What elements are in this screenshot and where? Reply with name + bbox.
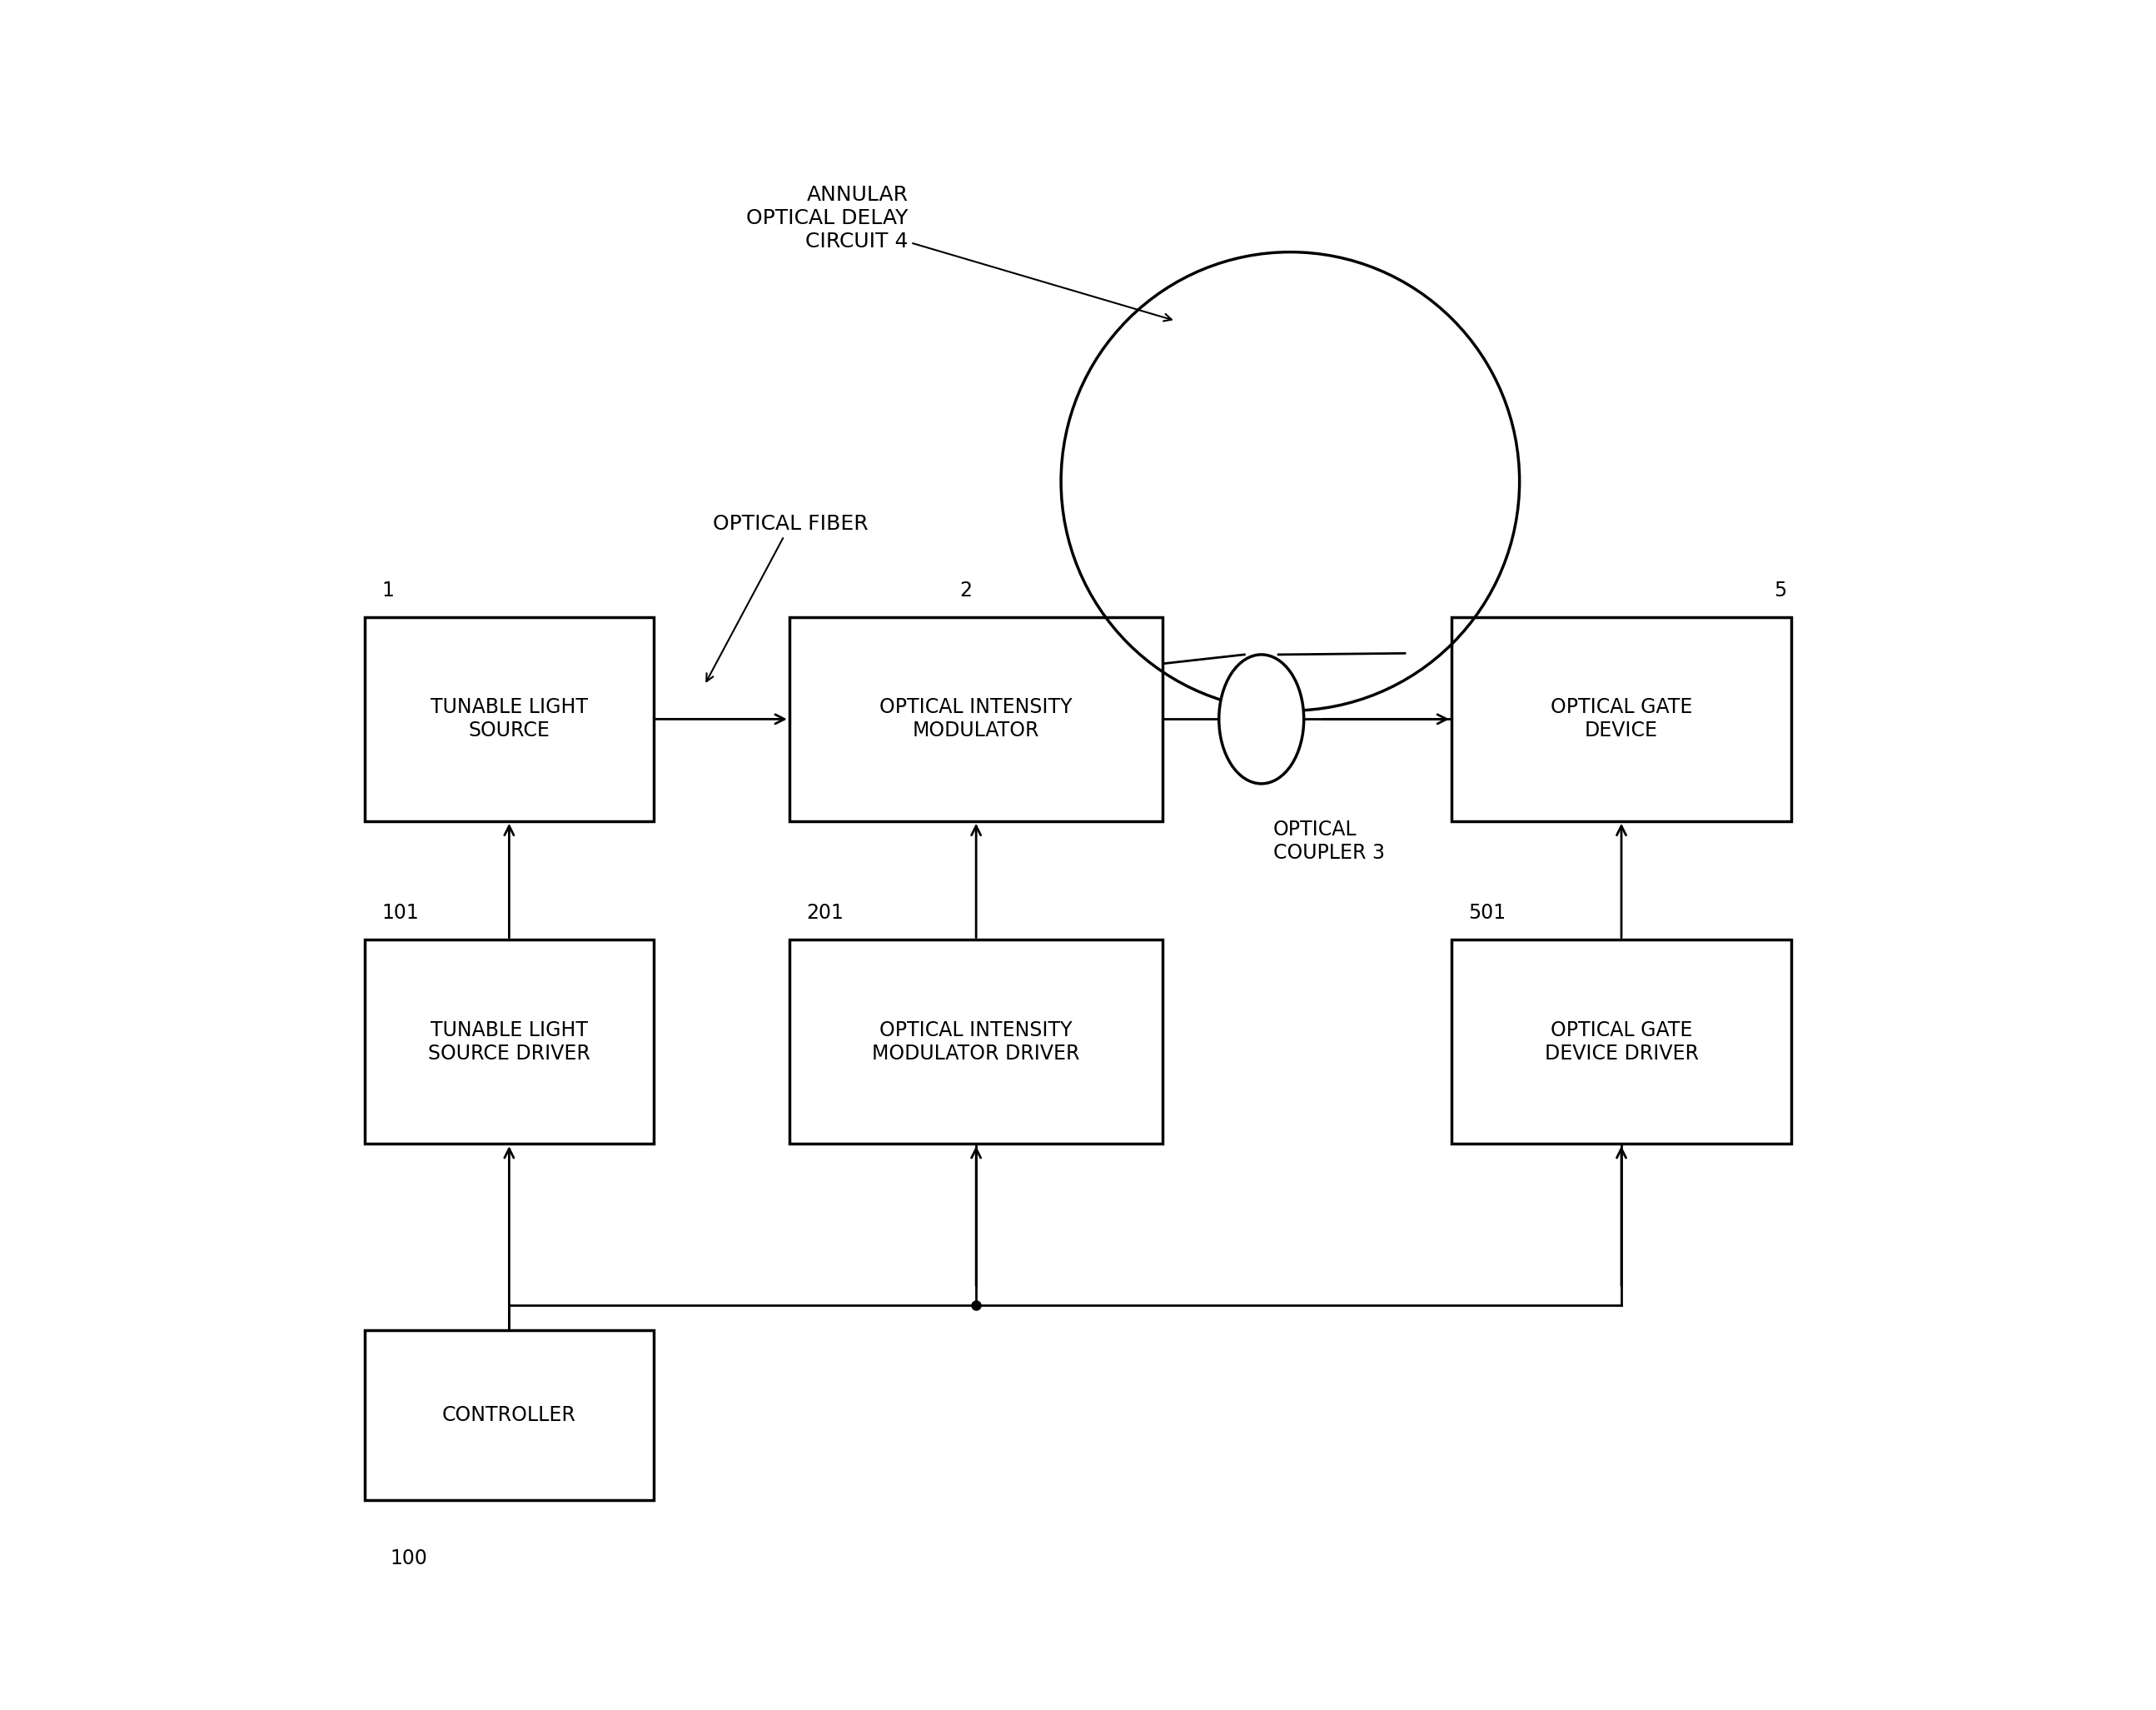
FancyBboxPatch shape bbox=[1451, 617, 1792, 821]
Text: OPTICAL GATE
DEVICE DRIVER: OPTICAL GATE DEVICE DRIVER bbox=[1544, 1021, 1699, 1064]
FancyBboxPatch shape bbox=[364, 617, 653, 821]
FancyBboxPatch shape bbox=[364, 941, 653, 1144]
Text: OPTICAL INTENSITY
MODULATOR: OPTICAL INTENSITY MODULATOR bbox=[880, 698, 1072, 740]
Text: CONTROLLER: CONTROLLER bbox=[442, 1406, 576, 1426]
Text: OPTICAL
COUPLER 3: OPTICAL COUPLER 3 bbox=[1274, 819, 1384, 864]
Text: TUNABLE LIGHT
SOURCE DRIVER: TUNABLE LIGHT SOURCE DRIVER bbox=[429, 1021, 591, 1064]
FancyBboxPatch shape bbox=[1451, 941, 1792, 1144]
FancyBboxPatch shape bbox=[364, 1330, 653, 1500]
Ellipse shape bbox=[1218, 655, 1304, 783]
FancyBboxPatch shape bbox=[789, 941, 1162, 1144]
Text: ANNULAR
OPTICAL DELAY
CIRCUIT 4: ANNULAR OPTICAL DELAY CIRCUIT 4 bbox=[746, 185, 1171, 321]
Text: TUNABLE LIGHT
SOURCE: TUNABLE LIGHT SOURCE bbox=[431, 698, 589, 740]
Text: OPTICAL FIBER: OPTICAL FIBER bbox=[707, 513, 869, 681]
Text: 201: 201 bbox=[806, 903, 843, 923]
Text: 501: 501 bbox=[1468, 903, 1507, 923]
Text: 2: 2 bbox=[959, 580, 972, 600]
Text: 5: 5 bbox=[1774, 580, 1787, 600]
Text: OPTICAL INTENSITY
MODULATOR DRIVER: OPTICAL INTENSITY MODULATOR DRIVER bbox=[873, 1021, 1080, 1064]
Text: 101: 101 bbox=[382, 903, 418, 923]
FancyBboxPatch shape bbox=[789, 617, 1162, 821]
Text: 100: 100 bbox=[390, 1548, 427, 1568]
Text: OPTICAL GATE
DEVICE: OPTICAL GATE DEVICE bbox=[1550, 698, 1692, 740]
Text: 1: 1 bbox=[382, 580, 395, 600]
